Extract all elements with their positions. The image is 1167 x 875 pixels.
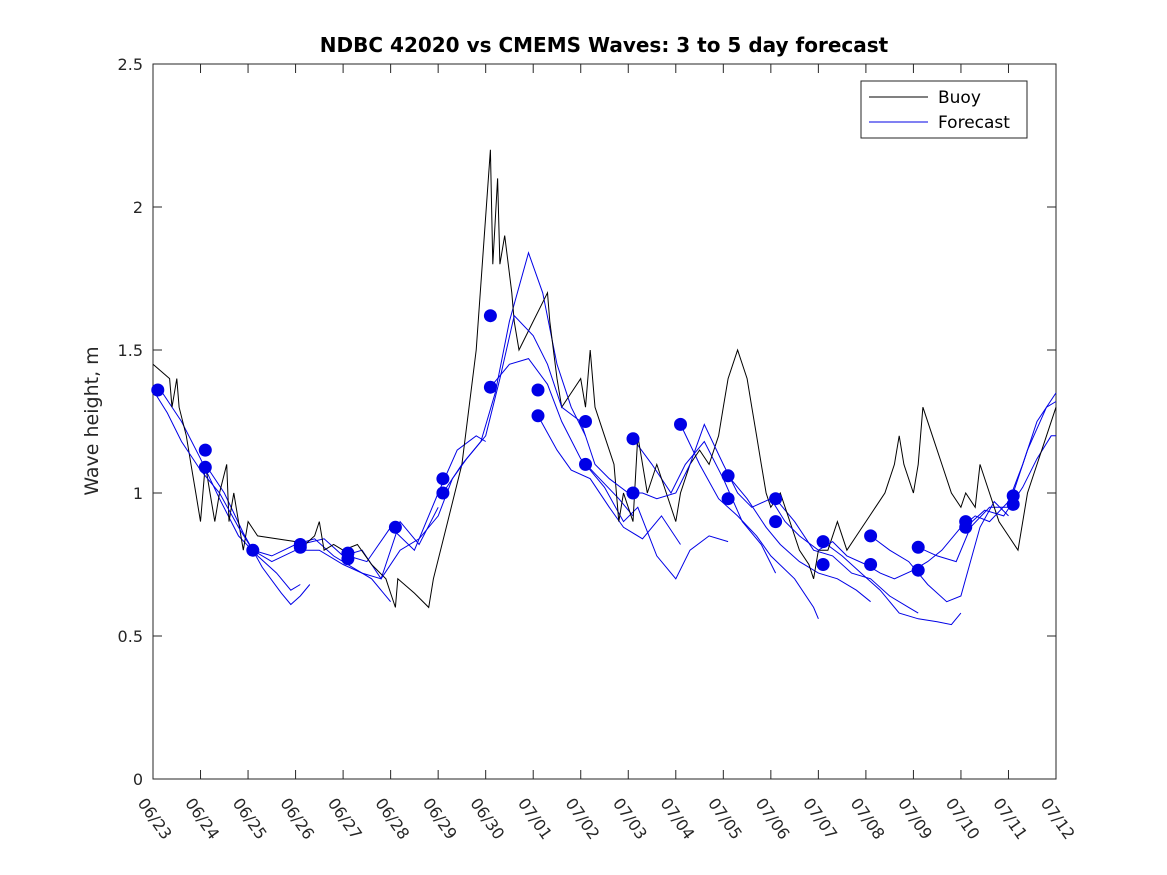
plot-area [152, 63, 1057, 780]
forecast-run-line [347, 435, 486, 563]
forecast-marker [816, 558, 830, 571]
forecast-marker [293, 538, 307, 551]
forecast-marker [911, 563, 925, 577]
y-axis-label: Wave height, m [81, 346, 103, 495]
forecast-marker [436, 472, 450, 486]
legend-buoy-label: Buoy [938, 88, 981, 108]
y-tick-label: 0.5 [118, 627, 143, 646]
forecast-marker [959, 520, 973, 534]
forecast-marker [674, 417, 687, 431]
forecast-run-line [727, 475, 871, 603]
buoy-series-line [152, 149, 1057, 609]
forecast-run-line [490, 358, 634, 517]
forecast-marker [246, 543, 260, 557]
forecast-marker [341, 552, 355, 566]
forecast-run-line [204, 464, 311, 606]
legend-forecast-label: Forecast [938, 113, 1010, 133]
forecast-marker [1006, 497, 1020, 511]
legend: Buoy Forecast [860, 80, 1028, 139]
y-tick-label: 2 [133, 198, 143, 217]
forecast-marker [531, 409, 545, 423]
forecast-marker [769, 492, 783, 506]
forecast-marker [483, 380, 497, 394]
forecast-run-line [965, 435, 1056, 528]
series-layer [152, 149, 1057, 626]
markers-layer [151, 309, 1020, 577]
forecast-run-line [537, 415, 681, 545]
forecast-marker [864, 558, 878, 571]
forecast-run-line [775, 498, 919, 614]
y-tick-label: 1.5 [118, 341, 143, 360]
forecast-marker [579, 457, 592, 471]
forecast-run-line [680, 424, 819, 619]
forecast-marker [436, 486, 450, 500]
forecast-marker [151, 383, 165, 397]
forecast-marker [626, 486, 640, 500]
forecast-marker [721, 492, 735, 506]
forecast-marker [626, 432, 640, 446]
forecast-marker [579, 415, 592, 428]
forecast-run-line [870, 500, 1009, 603]
forecast-marker [864, 529, 878, 543]
forecast-run-line [585, 464, 729, 580]
forecast-marker [769, 515, 783, 529]
chart-title: NDBC 42020 vs CMEMS Waves: 3 to 5 day fo… [320, 33, 889, 57]
forecast-marker [198, 460, 212, 474]
forecast-marker [911, 540, 925, 554]
forecast-marker [483, 309, 497, 323]
forecast-marker [721, 469, 735, 483]
forecast-run-line [162, 392, 301, 591]
y-axis: 0 0.5 1 1.5 2 2.5 [118, 55, 1056, 789]
y-tick-label: 0 [133, 770, 143, 789]
forecast-run-line [632, 438, 777, 574]
forecast-marker [816, 535, 830, 549]
forecast-marker [531, 383, 545, 397]
y-tick-label: 2.5 [118, 55, 143, 74]
forecast-marker [388, 520, 402, 534]
forecast-run-line [822, 541, 962, 626]
forecast-run-line [917, 401, 1057, 563]
forecast-marker [198, 443, 212, 457]
y-tick-label: 1 [133, 484, 143, 503]
